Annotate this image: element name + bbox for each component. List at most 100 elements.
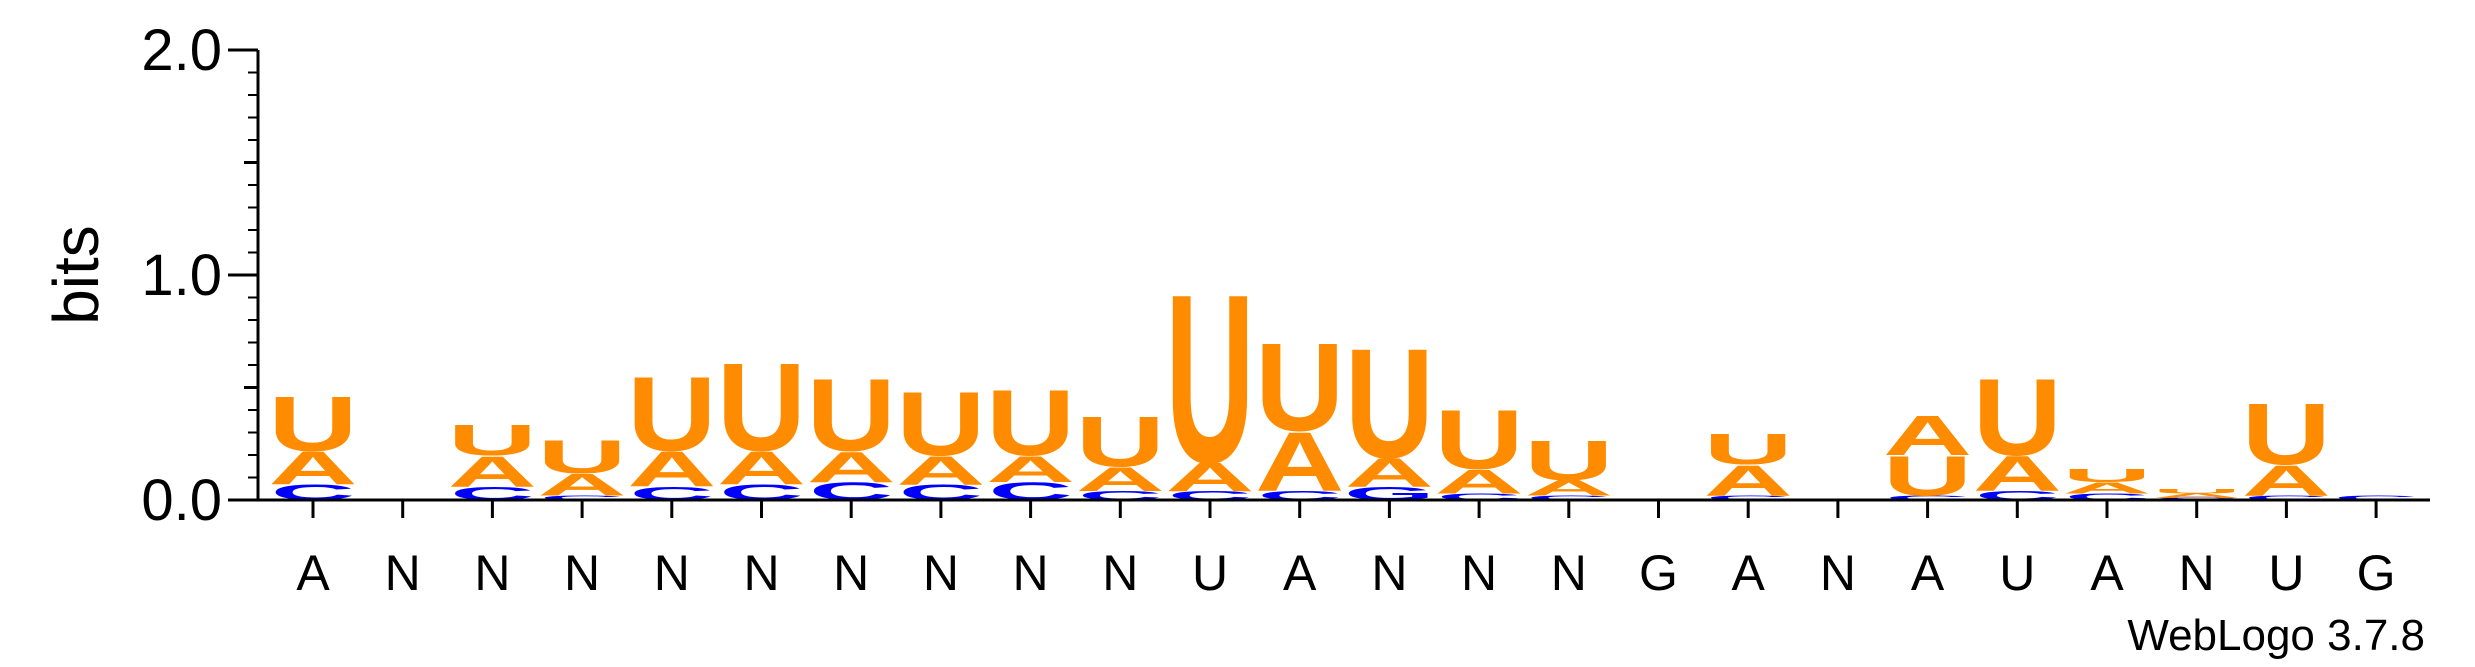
logo-letter-glyph: C [1437, 492, 1521, 503]
logo-letter-C: C [1527, 494, 1611, 501]
logo-letter-U: U [2062, 465, 2151, 486]
logo-letter-glyph: A [537, 467, 626, 502]
logo-letter-glyph: A [1165, 455, 1254, 500]
logo-letter-U: U [1883, 445, 1972, 508]
logo-letter-A: A [986, 448, 1075, 490]
y-ticks: 0.0 1.0 2.0 [141, 18, 258, 533]
position-label: A [1911, 545, 1945, 601]
logo-letter-glyph: U [1883, 445, 1972, 508]
logo-letter-A: A [268, 442, 357, 495]
y-tick-label: 0.0 [141, 468, 222, 533]
logo-letter-A: A [1973, 446, 2062, 502]
logo-letter-glyph: A [1076, 460, 1165, 498]
logo-letter-A: A [537, 467, 626, 502]
weblogo-credit: WebLogo 3.7.8 [2127, 611, 2425, 660]
logo-letter-A: A [2062, 479, 2151, 497]
logo-letter-A: A [627, 441, 716, 497]
logo-letter-glyph: A [1524, 476, 1613, 500]
logo-letter-A: A [807, 442, 896, 491]
logo-letter-glyph: U [1973, 356, 2062, 479]
logo-letter-glyph: U [1255, 319, 1344, 458]
logo-letter-glyph: C [540, 494, 624, 501]
logo-letter-U: U [2152, 488, 2241, 495]
logo-letter-U: U [537, 430, 626, 483]
logo-letter-glyph: A [896, 448, 985, 493]
logo-letter-glyph: C [1527, 494, 1611, 501]
logo-letter-A: A [2152, 492, 2241, 499]
logo-letter-U: U [1524, 429, 1613, 492]
logo-letter-U: U [448, 415, 537, 464]
logo-letter-glyph: U [896, 373, 985, 474]
logo-letter-glyph: A [986, 448, 1075, 490]
logo-letter-glyph: A [1883, 405, 1972, 468]
position-label: N [1013, 545, 1049, 601]
logo-letter-glyph: U [986, 371, 1075, 475]
logo-letter-glyph: U [268, 379, 357, 467]
position-label: N [743, 545, 779, 601]
logo-letter-glyph: A [2062, 479, 2151, 497]
y-axis-label: bits [40, 225, 112, 325]
logo-letter-C: C [1885, 494, 1969, 501]
position-label: U [1999, 545, 2035, 601]
logo-letter-glyph: U [1345, 316, 1434, 490]
logo-letter-U: U [2242, 385, 2331, 483]
logo-letter-A: A [1883, 405, 1972, 468]
logo-letter-C: C [1437, 492, 1521, 503]
logo-letter-glyph: A [1973, 446, 2062, 502]
logo-letter-glyph: U [1704, 424, 1793, 473]
logo-letter-A: A [1345, 450, 1434, 495]
position-label: A [296, 545, 330, 601]
logo-letter-glyph: C [2334, 494, 2418, 501]
logo-letter-U: U [1345, 316, 1434, 490]
position-label: N [923, 545, 959, 601]
position-label: N [1551, 545, 1587, 601]
logo-letter-glyph: U [807, 358, 896, 473]
logo-letter-glyph: A [2152, 492, 2241, 499]
logo-letter-glyph: U [1524, 429, 1613, 492]
position-label: A [1732, 545, 1766, 601]
position-label: U [2268, 545, 2304, 601]
logo-letter-A: A [1524, 476, 1613, 500]
position-label: N [1102, 545, 1138, 601]
logo-letter-A: A [1076, 460, 1165, 498]
logo-letter-glyph: A [1434, 463, 1523, 501]
logo-letter-U: U [1255, 319, 1344, 458]
y-tick-label: 1.0 [141, 243, 222, 308]
logo-letter-glyph: U [448, 415, 537, 464]
position-label: N [474, 545, 510, 601]
logo-letter-glyph: U [627, 356, 716, 474]
logo-letter-U: U [1704, 424, 1793, 473]
position-label: A [1283, 545, 1317, 601]
logo-letter-glyph: A [627, 441, 716, 497]
position-label: N [654, 545, 690, 601]
logo-letter-A: A [2242, 456, 2331, 505]
position-label: G [1639, 545, 1678, 601]
logo-letter-U: U [627, 356, 716, 474]
logo-letter-A: A [717, 442, 806, 495]
logo-letter-glyph: A [717, 442, 806, 495]
logo-letter-U: U [1434, 393, 1523, 487]
logo-letter-U: U [807, 358, 896, 473]
logo-letter-C: C [2334, 494, 2418, 501]
logo-letter-A: A [896, 448, 985, 493]
position-label: N [564, 545, 600, 601]
logo-letter-C: C [2244, 494, 2328, 501]
logo-letter-glyph: C [1706, 494, 1790, 501]
position-label: N [2179, 545, 2215, 601]
logo-letter-U: U [717, 339, 806, 478]
position-label: A [2090, 545, 2124, 601]
logo-letter-glyph: U [2242, 385, 2331, 483]
logo-letter-glyph: U [1165, 244, 1254, 513]
position-label: N [1820, 545, 1856, 601]
position-label: U [1192, 545, 1228, 601]
position-label: N [1461, 545, 1497, 601]
logo-letter-glyph: U [717, 339, 806, 478]
logo-letter-glyph: A [2242, 456, 2331, 505]
logo-letter-A: A [448, 447, 537, 496]
logo-letter-glyph: U [1434, 393, 1523, 487]
logo-letter-glyph: A [448, 447, 537, 496]
logo-letter-A: A [1165, 455, 1254, 500]
logo-letter-A: A [1704, 456, 1793, 505]
logo-letter-U: U [1973, 356, 2062, 479]
